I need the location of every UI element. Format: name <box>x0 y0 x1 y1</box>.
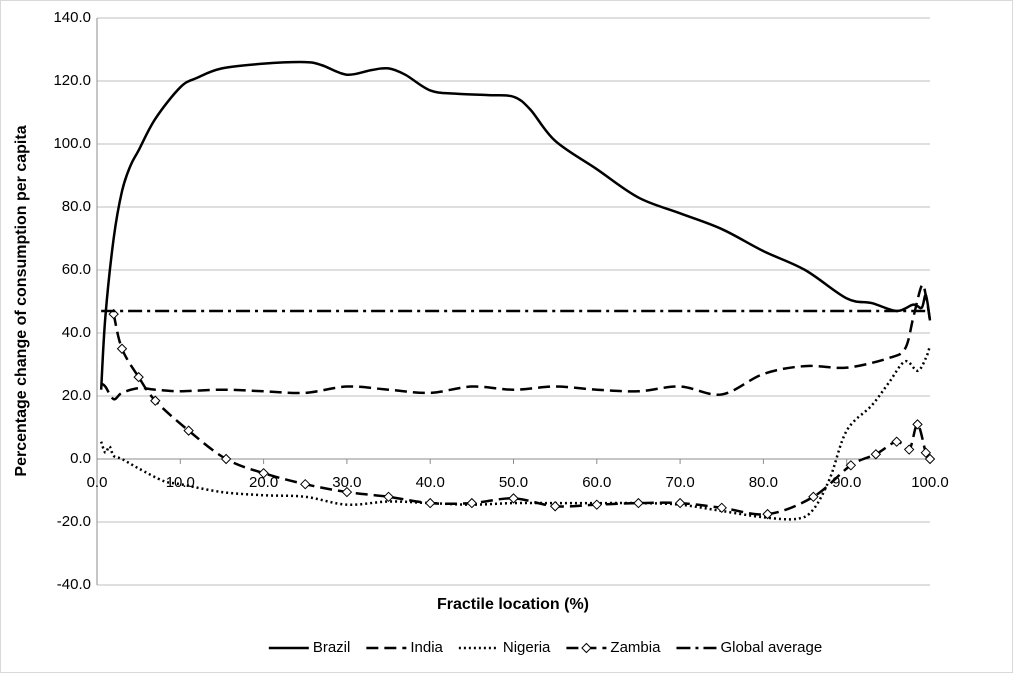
x-tick-label: 60.0 <box>582 474 611 491</box>
x-tick-label: 30.0 <box>332 474 361 491</box>
legend-marker <box>581 642 592 654</box>
series-line <box>99 60 932 390</box>
y-tick-label: -40.0 <box>57 576 91 593</box>
data-marker <box>549 501 561 512</box>
data-marker <box>116 343 128 354</box>
data-marker <box>183 425 194 436</box>
x-axis-title: Fractile location (%) <box>437 596 589 613</box>
x-tick-label: 90.0 <box>832 474 861 491</box>
x-tick-label: 50.0 <box>499 474 528 491</box>
y-axis-title: Percentage change of consumption per cap… <box>13 125 30 476</box>
x-tick-label: 100.0 <box>911 474 949 491</box>
data-marker <box>508 493 519 504</box>
legend-label: Brazil <box>313 639 351 656</box>
x-tick-label: 40.0 <box>416 474 445 491</box>
data-marker <box>912 419 923 430</box>
data-marker <box>133 371 144 383</box>
data-marker <box>762 508 773 520</box>
data-marker <box>424 497 436 509</box>
x-tick-label: 0.0 <box>87 474 108 491</box>
y-tick-label: 40.0 <box>62 324 91 341</box>
data-marker <box>674 497 686 509</box>
legend-label: Zambia <box>610 639 661 656</box>
x-tick-label: 80.0 <box>749 474 778 491</box>
y-tick-label: 100.0 <box>53 135 91 152</box>
y-tick-label: 20.0 <box>62 387 91 404</box>
y-tick-label: 120.0 <box>53 72 91 89</box>
data-marker <box>891 436 902 447</box>
x-tick-label: 20.0 <box>249 474 278 491</box>
data-marker <box>808 491 819 503</box>
data-marker <box>220 453 232 465</box>
data-marker <box>920 447 932 458</box>
data-marker <box>870 449 882 460</box>
data-marker <box>300 478 311 490</box>
data-marker <box>845 460 857 471</box>
x-tick-label: 10.0 <box>166 474 195 491</box>
data-marker <box>466 497 478 509</box>
data-marker <box>150 395 161 406</box>
data-marker <box>716 502 727 514</box>
legend-label: Global average <box>720 639 822 656</box>
y-tick-label: 140.0 <box>53 9 91 26</box>
y-tick-label: 60.0 <box>62 261 91 278</box>
data-marker <box>591 499 603 510</box>
data-marker <box>924 453 936 465</box>
series-line <box>99 345 932 521</box>
legend-label: India <box>410 639 443 656</box>
data-marker <box>383 491 394 503</box>
data-marker <box>341 486 353 498</box>
y-tick-label: 0.0 <box>70 450 91 467</box>
data-marker <box>633 497 644 509</box>
x-tick-label: 70.0 <box>665 474 694 491</box>
data-marker <box>258 467 269 479</box>
y-tick-label: 80.0 <box>62 198 91 215</box>
series-line <box>100 283 932 401</box>
legend-label: Nigeria <box>503 639 551 656</box>
y-tick-label: -20.0 <box>57 513 91 530</box>
data-marker <box>903 444 915 455</box>
